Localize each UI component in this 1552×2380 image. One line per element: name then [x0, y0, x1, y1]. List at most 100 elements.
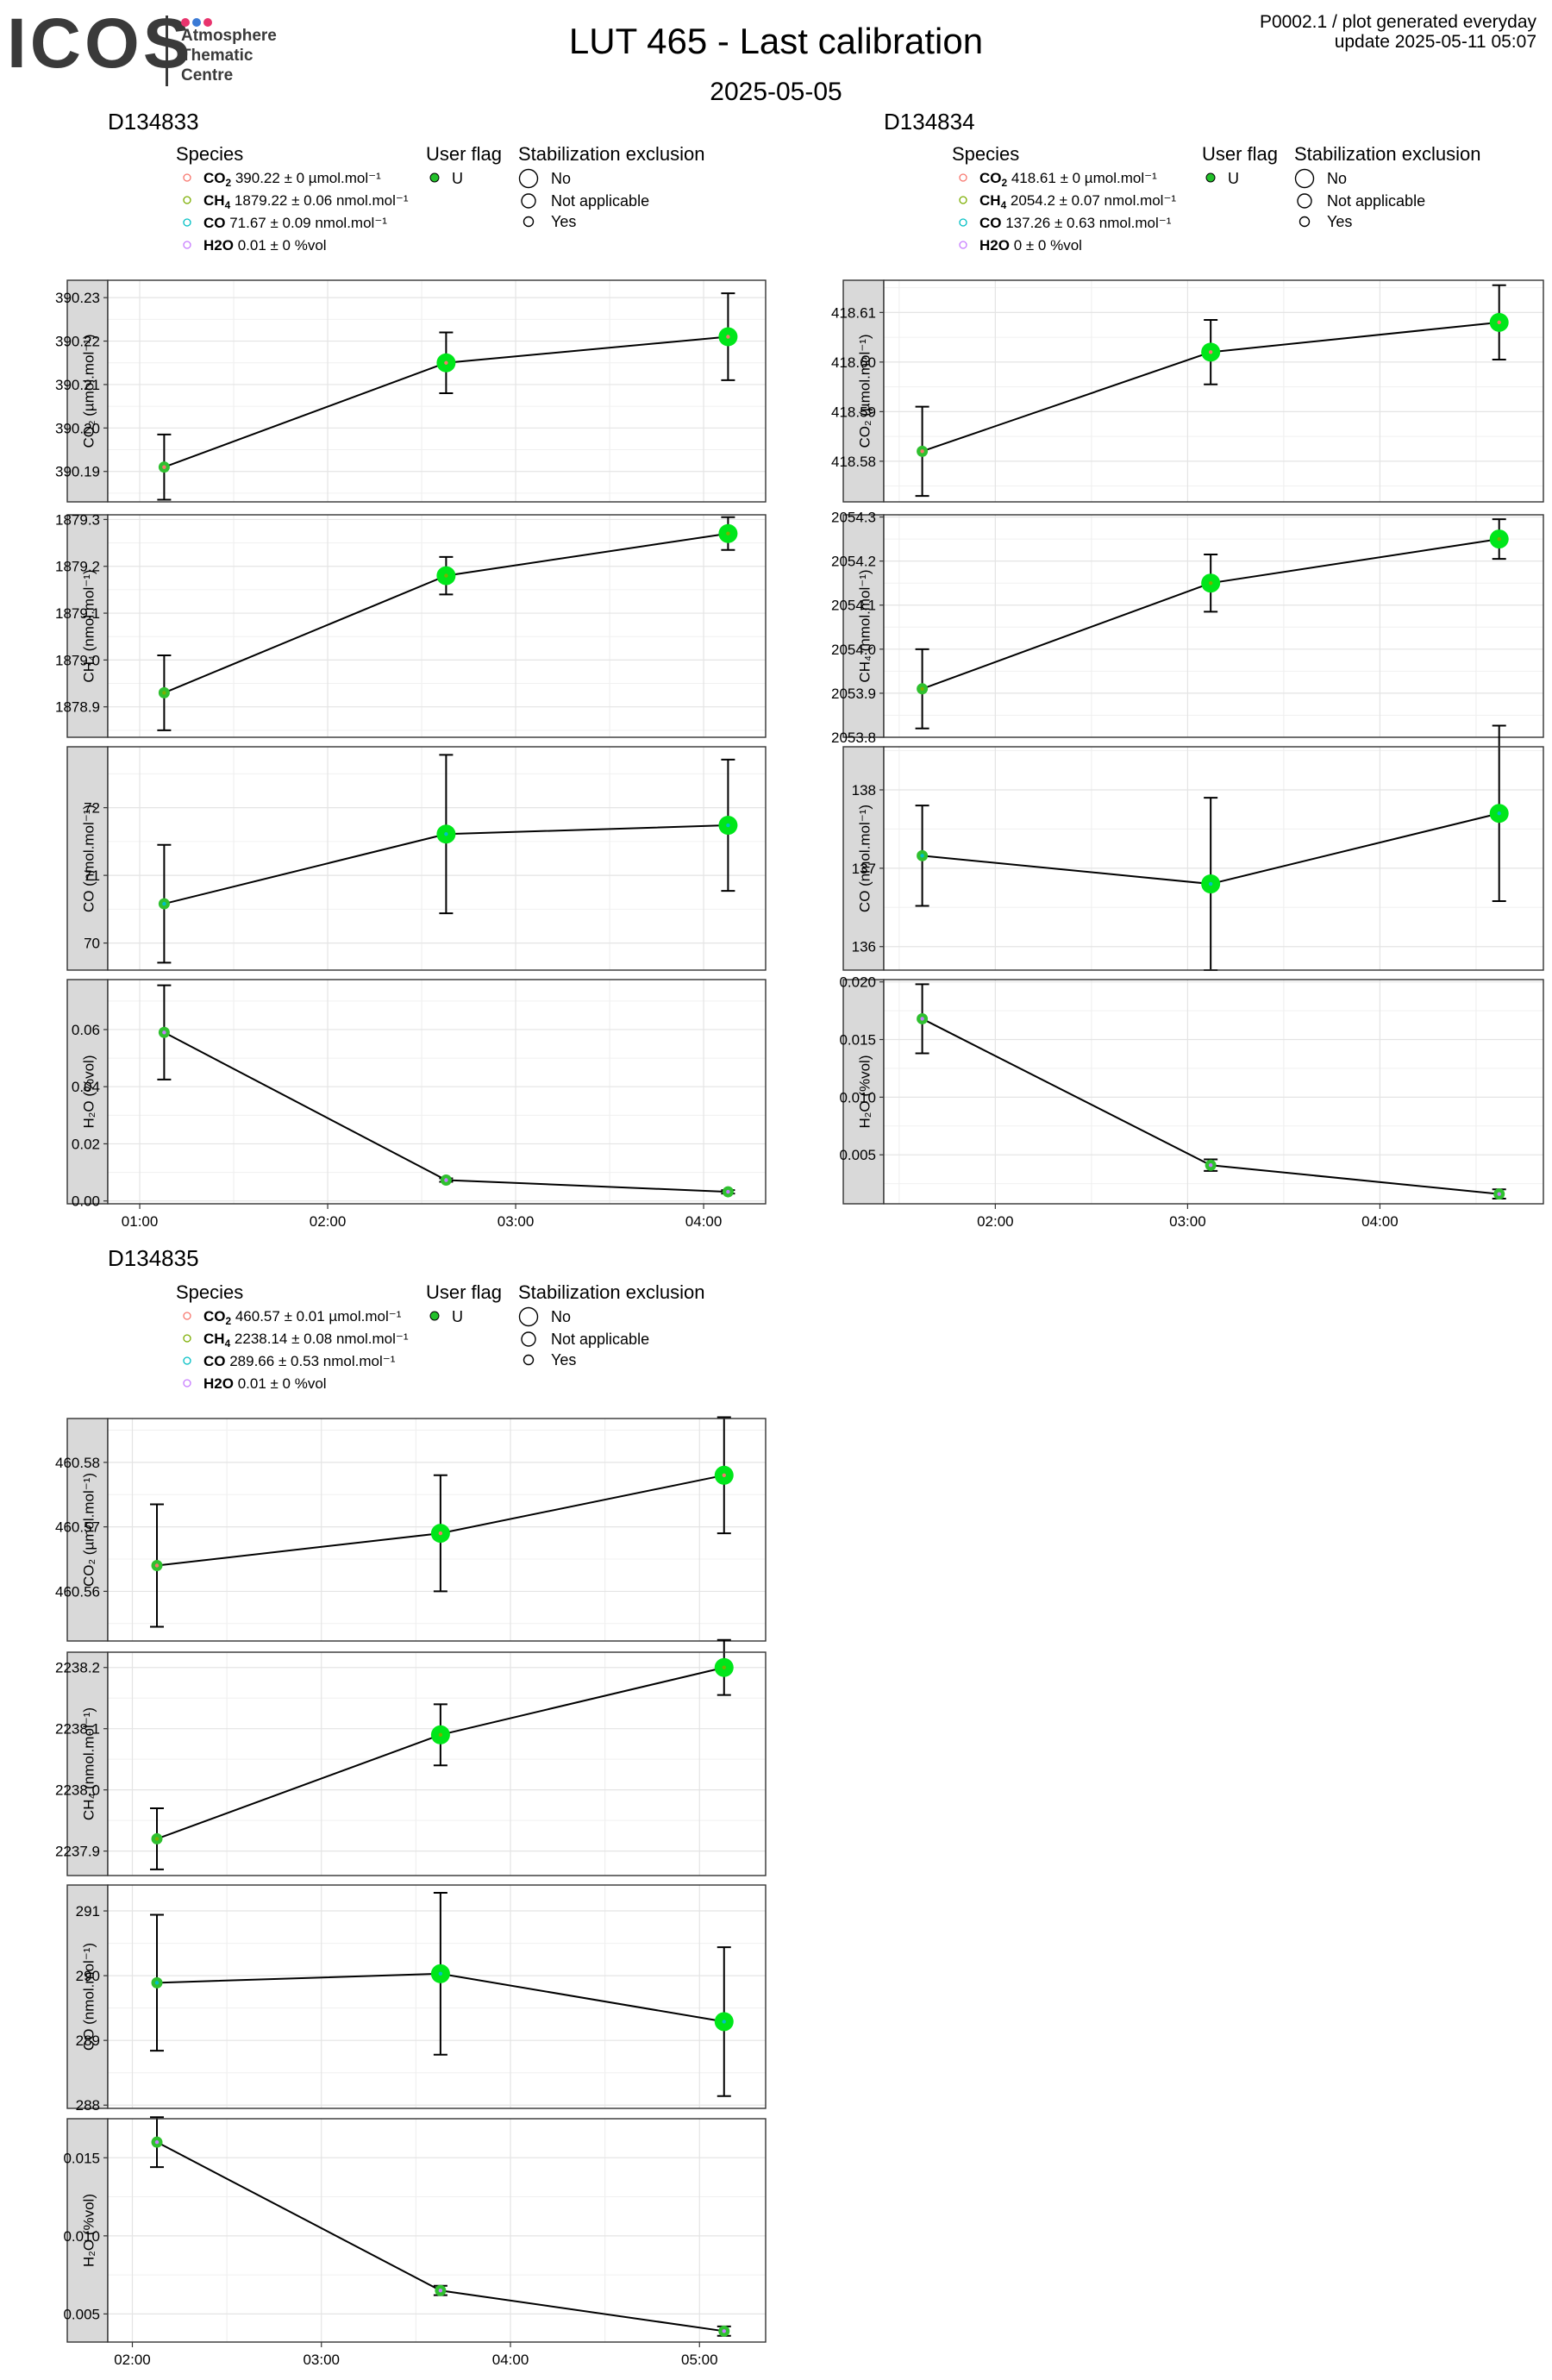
legend-species-key — [183, 1356, 191, 1365]
panel-strip — [66, 514, 109, 738]
data-point-core — [154, 2139, 160, 2145]
logo-line-2: Thematic — [181, 47, 253, 65]
data-point-core — [444, 1178, 448, 1182]
legend: Species CO2 460.57 ± 0.01 µmol.mol⁻¹ CH4 2… — [176, 1281, 704, 1392]
data-point-core — [726, 823, 730, 828]
panel-H2O: H₂O (%vol) 0.005 0.010 0.015 — [63, 2116, 767, 2343]
legend-species-entry: CH4 2238.14 ± 0.08 nmol.mol⁻¹ — [203, 1331, 409, 1350]
data-point-core — [162, 465, 166, 469]
y-tick-label: 460.56 — [55, 1583, 100, 1600]
panel-bg — [884, 280, 1543, 502]
x-tick-label: 04:00 — [492, 2352, 529, 2368]
panel-frame — [107, 2118, 767, 2343]
panel-strip — [842, 979, 885, 1205]
corner-info: P0002.1 / plot generated everyday update… — [1260, 12, 1536, 52]
legend-stab-key — [523, 216, 535, 228]
panel-frame — [883, 979, 1544, 1205]
legend-stab-label: Yes — [551, 1351, 576, 1368]
data-point-core — [1208, 1163, 1213, 1168]
y-tick-label: 390.21 — [55, 377, 100, 393]
data-point-core — [1497, 1192, 1501, 1196]
y-tick-label: 70 — [84, 936, 100, 952]
panel-H2O: H₂O (%vol) 0.00 0.02 0.04 0.06 — [66, 979, 767, 1210]
data-point-core — [920, 449, 924, 454]
y-tick-label: 2238.1 — [55, 1721, 100, 1738]
panel-strip — [66, 1884, 109, 2109]
logo-divider — [166, 16, 168, 86]
data-point-core — [920, 686, 924, 692]
legend-title-stabilization: Stabilization exclusion — [518, 1281, 704, 1303]
legend-title-user-flag: User flag — [426, 1281, 502, 1303]
legend-stab-label: No — [551, 170, 571, 187]
panel-ylabel: CH₄ (nmol.mol⁻¹) — [81, 1707, 97, 1820]
y-tick-label: 1879.2 — [55, 559, 100, 575]
y-tick-label: 2053.9 — [831, 686, 876, 702]
legend-species-key — [959, 173, 967, 182]
y-tick-label: 418.60 — [831, 354, 876, 371]
panel-ylabel: H₂O (%vol) — [81, 1055, 97, 1129]
panel-frame — [883, 514, 1544, 738]
legend-stab-key — [523, 1354, 535, 1366]
data-point-core — [722, 1665, 726, 1669]
y-tick-label: 288 — [76, 2097, 100, 2114]
data-point-core — [444, 832, 448, 836]
y-tick-label: 390.19 — [55, 464, 100, 480]
legend-user-flag-key — [429, 1311, 440, 1321]
legend-species-entry: CO2 460.57 ± 0.01 µmol.mol⁻¹ — [203, 1308, 402, 1327]
data-point-core — [1497, 320, 1501, 325]
legend-species-entry: CO2 390.22 ± 0 µmol.mol⁻¹ — [203, 170, 381, 189]
y-tick-label: 0.00 — [72, 1193, 100, 1210]
x-tick-label: 01:00 — [122, 1213, 159, 1230]
x-tick-label: 03:00 — [498, 1213, 535, 1230]
y-tick-label: 137 — [852, 861, 876, 877]
logo-dot — [203, 18, 212, 27]
data-point-core — [438, 1531, 443, 1536]
plot-D134834: D134834 Species CO2 418.61 ± 0 µmol.mol⁻¹ C… — [831, 109, 1544, 1230]
panel-frame — [107, 1884, 767, 2109]
panel-ylabel: CO (nmol.mol⁻¹) — [81, 1943, 97, 2051]
panel-CH4: CH₄ (nmol.mol⁻¹) 2053.8 2053.9 2054.0 2054.1… — [831, 510, 1544, 746]
legend-stab-key — [1299, 216, 1311, 228]
panel-ylabel: H₂O (%vol) — [81, 2194, 97, 2267]
legend-stab-label: Yes — [1327, 213, 1352, 230]
panel-frame — [107, 514, 767, 738]
legend-species-entry: CO 71.67 ± 0.09 nmol.mol⁻¹ — [203, 215, 387, 231]
y-tick-label: 2237.9 — [55, 1844, 100, 1860]
data-point-core — [920, 854, 924, 858]
y-tick-label: 418.61 — [831, 304, 876, 321]
panel-CO: CO (nmol.mol⁻¹) 70 71 72 — [66, 746, 767, 971]
logo-line-3: Centre — [181, 66, 234, 85]
legend-title-user-flag: User flag — [426, 143, 502, 165]
legend-stab-key — [1297, 193, 1312, 209]
x-tick-label: 02:00 — [310, 1213, 347, 1230]
panel-bg — [108, 747, 766, 970]
data-point-core — [444, 573, 448, 578]
y-tick-label: 1879.3 — [55, 511, 100, 528]
y-tick-label: 71 — [84, 867, 100, 884]
panel-H2O: H₂O (%vol) 0.005 0.010 0.015 0.020 — [839, 974, 1544, 1205]
y-tick-label: 2238.0 — [55, 1782, 100, 1799]
legend-stab-key — [1294, 168, 1315, 189]
legend-stab-label: Not applicable — [551, 1331, 649, 1348]
panel-frame — [883, 279, 1544, 503]
data-point-core — [154, 1981, 160, 1985]
legend-species-key — [183, 196, 191, 204]
panel-strip — [66, 2118, 109, 2343]
panel-frame — [107, 1651, 767, 1876]
legend-stab-key — [521, 1331, 536, 1347]
panel-CO: CO (nmol.mol⁻¹) 136 137 138 — [842, 724, 1544, 971]
panel-ylabel: CH₄ (nmol.mol⁻¹) — [81, 569, 97, 682]
legend-species-key — [183, 1334, 191, 1343]
page-date: 2025-05-05 — [710, 78, 842, 106]
legend: Species CO2 418.61 ± 0 µmol.mol⁻¹ CH4 2054… — [952, 143, 1480, 254]
panel-CO2: CO₂ (µmol.mol⁻¹) 418.58 418.59 418.60 418.61 — [831, 279, 1544, 503]
y-tick-label: 0.015 — [63, 2150, 100, 2166]
legend-title-species: Species — [176, 143, 243, 165]
x-tick-label: 02:00 — [114, 2352, 151, 2368]
data-point-core — [438, 1732, 443, 1737]
panel-ylabel: CO (nmol.mol⁻¹) — [81, 805, 97, 912]
data-point-core — [154, 1563, 160, 1568]
panel-CH4: CH₄ (nmol.mol⁻¹) 1878.9 1879.0 1879.1 1879.2… — [55, 511, 767, 738]
y-tick-label: 0.010 — [63, 2228, 100, 2245]
panel-bg — [108, 980, 766, 1204]
